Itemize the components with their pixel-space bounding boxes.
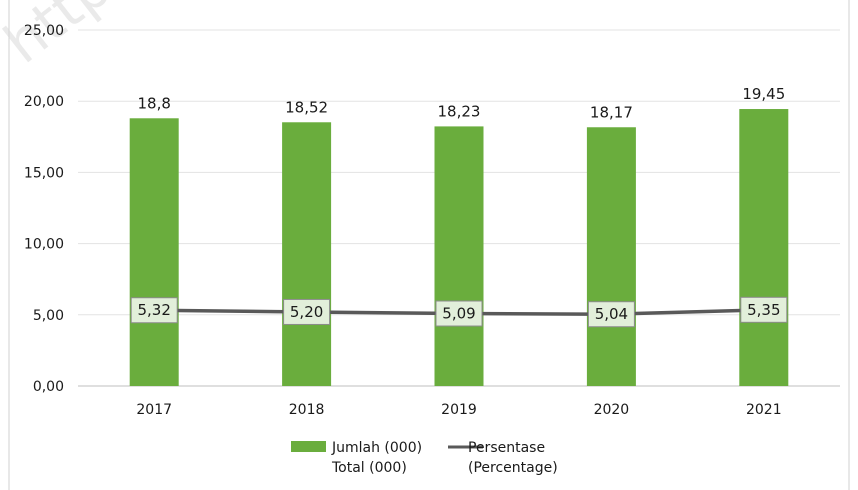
line-label-box (740, 296, 788, 323)
legend-bar-label-line2: Total (000) (331, 460, 407, 476)
bar (129, 118, 179, 387)
bar-data-label: 18,8 (137, 94, 170, 112)
line-data-label: 5,20 (290, 303, 323, 321)
bar (282, 122, 332, 386)
bar-data-label: 18,23 (438, 102, 481, 120)
line-data-label: 5,09 (442, 305, 475, 323)
legend: Jumlah (000) Total (000) Persentase (Per… (291, 440, 558, 476)
bar-series: 18,8 18,52 18,23 18,17 19,45 (129, 85, 789, 387)
x-tick-label: 2019 (441, 402, 477, 418)
line-label-box (435, 300, 483, 327)
y-tick-label: 10,00 (24, 237, 64, 253)
legend-bar-label: Jumlah (000) (331, 440, 422, 456)
x-tick-label: 2021 (746, 402, 782, 418)
y-tick-label: 5,00 (33, 308, 64, 324)
x-axis: 2017 2018 2019 2020 2021 (136, 402, 781, 418)
line-label-box (130, 297, 178, 324)
bar-data-label: 18,52 (285, 98, 328, 116)
line-series: 5,32 5,20 5,09 5,04 5,35 (130, 296, 788, 328)
bar (586, 127, 636, 386)
legend-line-label-line2: (Percentage) (468, 460, 558, 476)
x-tick-label: 2020 (594, 402, 630, 418)
bar (434, 126, 484, 387)
line-label-box (283, 298, 331, 325)
line-data-label: 5,32 (137, 301, 170, 319)
bar (739, 109, 789, 387)
x-tick-label: 2018 (289, 402, 325, 418)
x-tick-label: 2017 (136, 402, 172, 418)
line-label-box (587, 301, 635, 328)
legend-bar-swatch (291, 441, 326, 452)
y-tick-label: 15,00 (24, 165, 64, 181)
bar-data-label: 18,17 (590, 103, 633, 121)
legend-line-label: Persentase (468, 440, 545, 456)
y-tick-label: 0,00 (33, 379, 64, 395)
y-tick-label: 25,00 (24, 23, 64, 39)
line-data-label: 5,04 (595, 305, 628, 323)
bar-data-label: 19,45 (742, 85, 785, 103)
line-data-label: 5,35 (747, 301, 780, 319)
y-tick-label: 20,00 (24, 94, 64, 110)
y-axis: 0,00 5,00 10,00 15,00 20,00 25,00 (24, 23, 64, 395)
